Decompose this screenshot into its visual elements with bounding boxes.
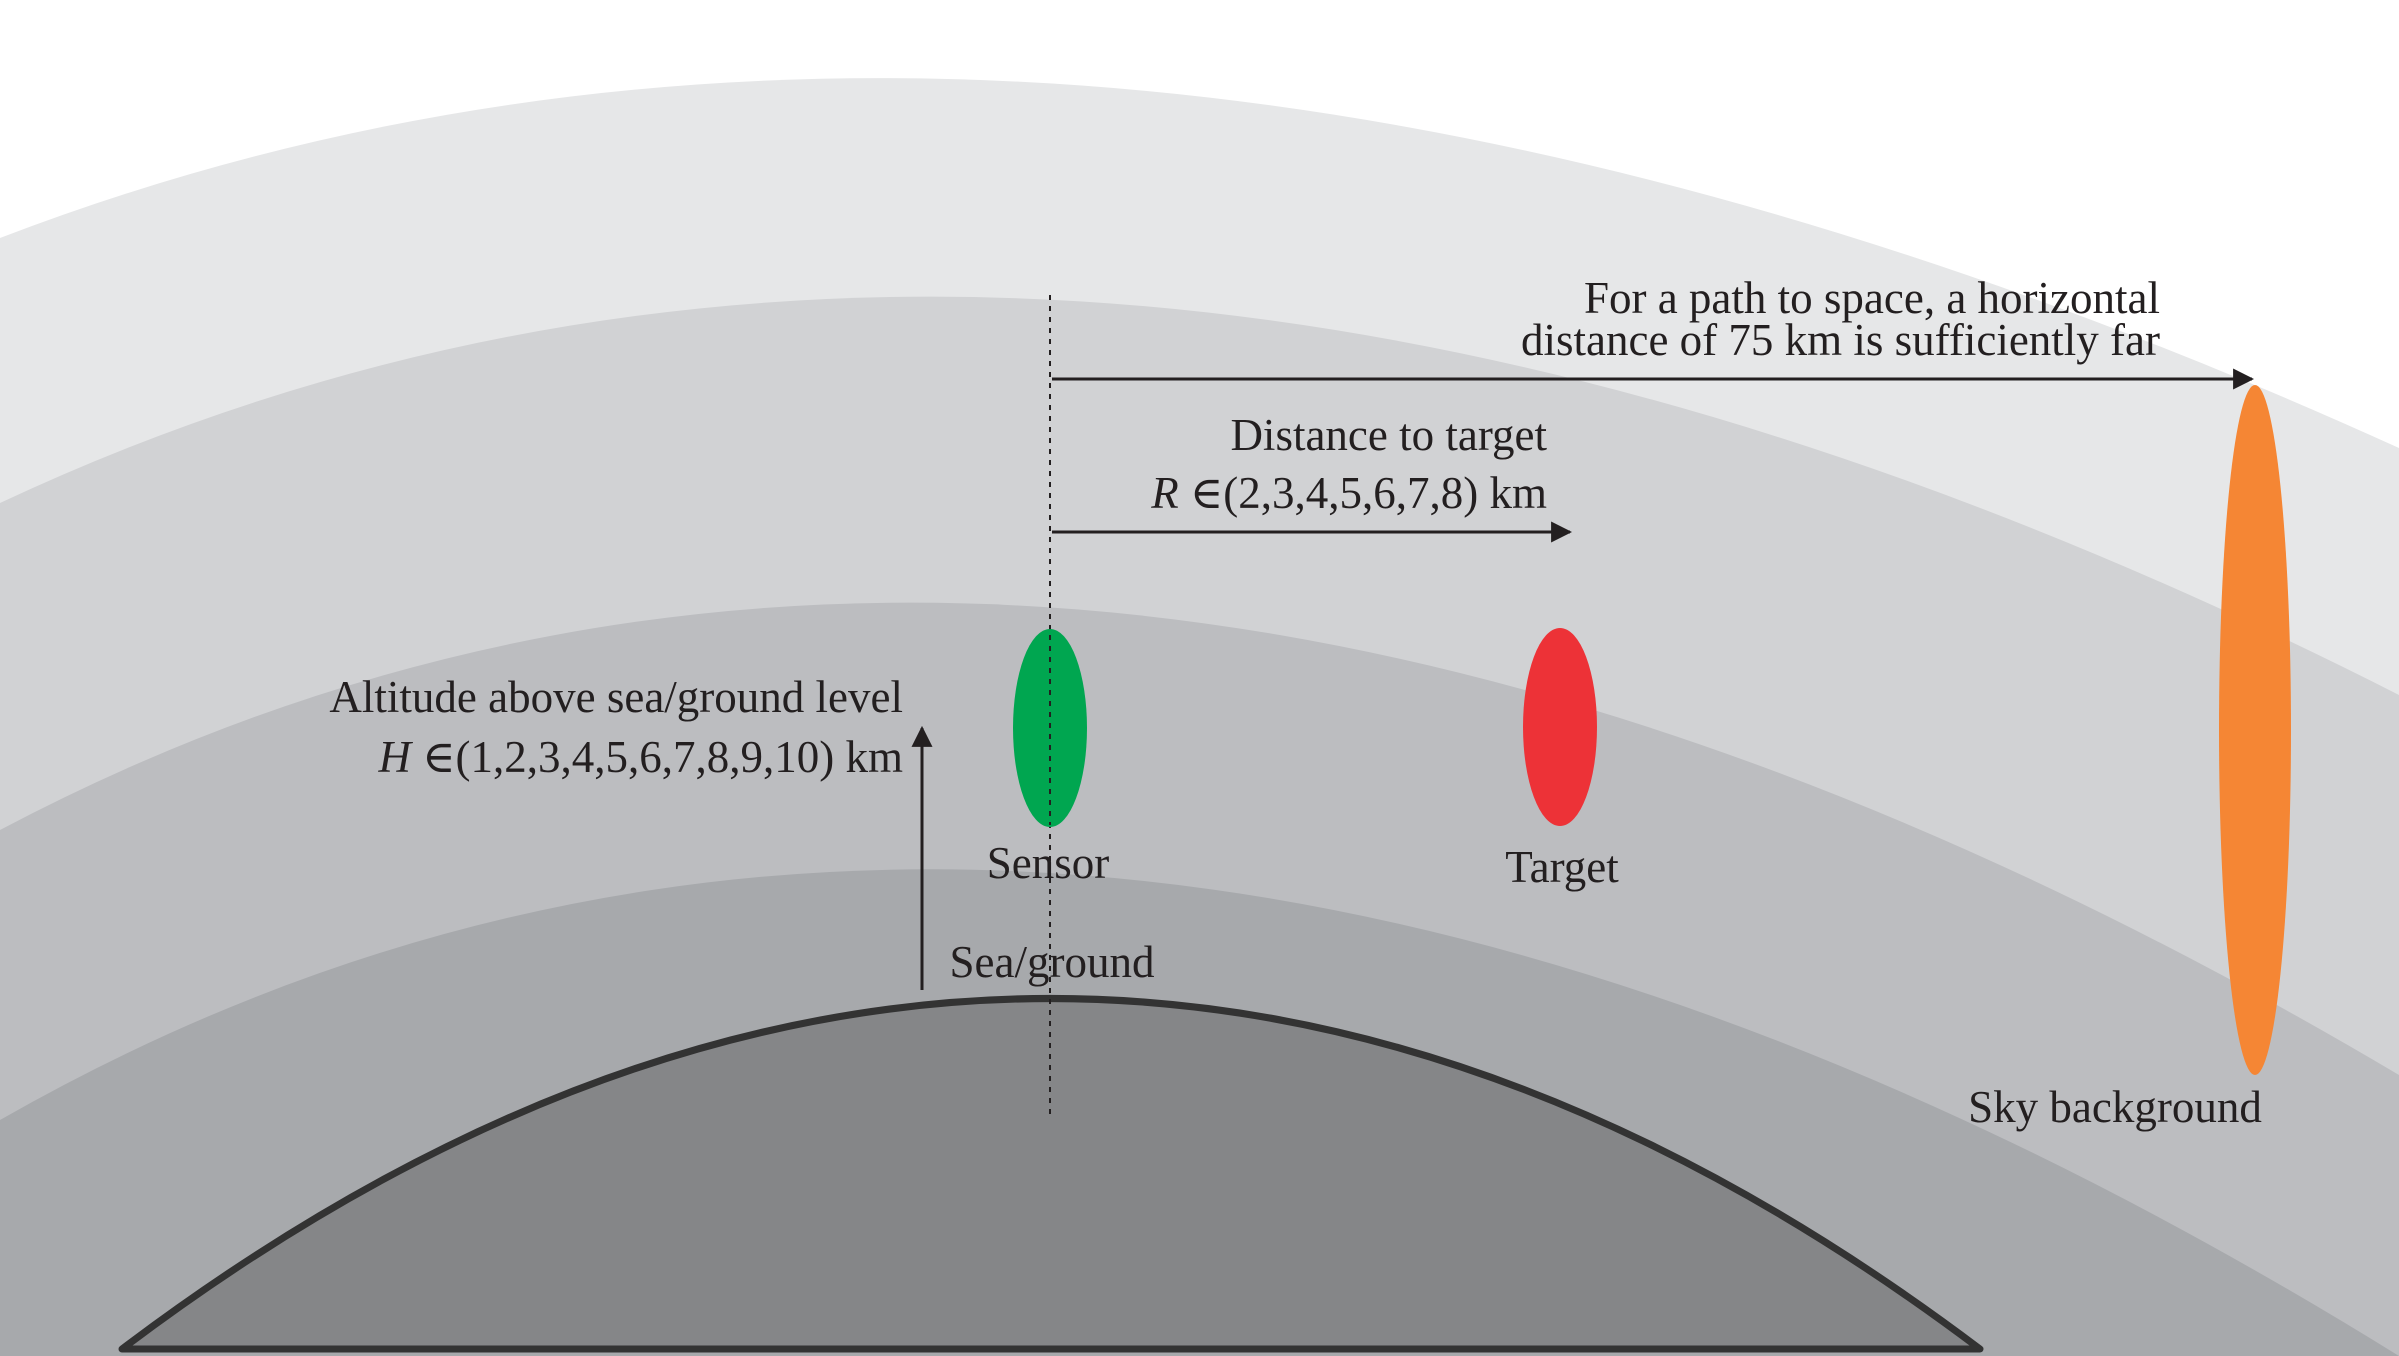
- distance-set: ∈(2,3,4,5,6,7,8) km: [1179, 468, 1547, 518]
- sky-background-label: Sky background: [1968, 1082, 2262, 1132]
- sky-background-ellipse: [2219, 385, 2291, 1075]
- space-path-text-line1: For a path to space, a horizontal: [1584, 273, 2160, 323]
- altitude-range-label: H ∈(1,2,3,4,5,6,7,8,9,10) km: [377, 732, 903, 782]
- target-ellipse: [1523, 628, 1597, 826]
- altitude-symbol: H: [377, 732, 413, 782]
- space-path-text-line2: distance of 75 km is sufficiently far: [1521, 315, 2160, 365]
- distance-range-label: R ∈(2,3,4,5,6,7,8) km: [1150, 468, 1547, 518]
- sensor-label: Sensor: [987, 838, 1110, 888]
- ground-surface: [118, 995, 1984, 1353]
- target-label: Target: [1505, 842, 1619, 892]
- distance-title: Distance to target: [1230, 410, 1547, 460]
- altitude-set: ∈(1,2,3,4,5,6,7,8,9,10) km: [411, 732, 903, 782]
- altitude-title: Altitude above sea/ground level: [329, 672, 903, 722]
- sea-ground-label: Sea/ground: [950, 937, 1155, 987]
- distance-symbol: R: [1150, 468, 1179, 518]
